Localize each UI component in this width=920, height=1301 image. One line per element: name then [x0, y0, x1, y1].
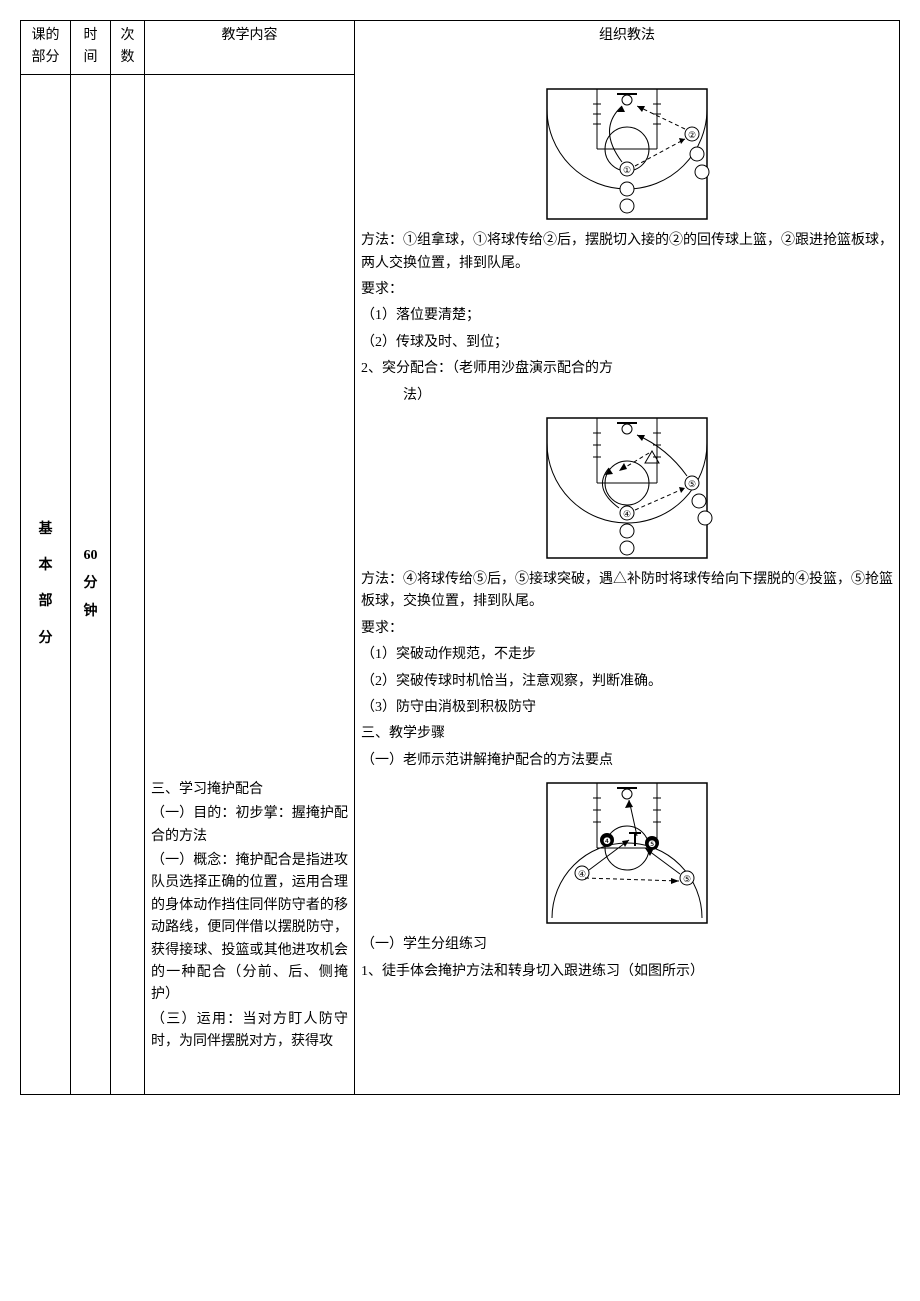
- time-value: 60: [77, 545, 104, 567]
- content-objective: （一）目的：初步掌：握掩护配合的方法: [151, 803, 348, 848]
- m1-req1: （1）落位要清楚；: [361, 305, 893, 327]
- teaching-content-cell: 三、学习掩护配合 （一）目的：初步掌：握掩护配合的方法 （一）概念：掩护配合是指…: [145, 74, 355, 1094]
- svg-text:④: ④: [623, 509, 631, 519]
- svg-text:①: ①: [623, 165, 631, 175]
- header-content: 教学内容: [145, 21, 355, 75]
- content-apply: （三）运用：当对方盯人防守时，为同伴摆脱对方，获得攻: [151, 1009, 348, 1054]
- m2-req3: （3）防守由消极到积极防守: [361, 697, 893, 719]
- m3-step1: （一）老师示范讲解掩护配合的方法要点: [361, 750, 893, 772]
- svg-text:❹: ❹: [603, 836, 611, 846]
- lesson-plan-table: 课的部分 时间 次数 教学内容 组织教法 基 本 部 分 60 分 钟 三、学习…: [20, 20, 900, 1095]
- part-char-3: 部: [27, 591, 64, 613]
- part-char-2: 本: [27, 555, 64, 577]
- teaching-method-cell: ① ② 方法：①组拿球，①将球传给②后，摆脱切入接的②的回传球上篮，②: [355, 74, 900, 1094]
- svg-text:⑤: ⑤: [688, 479, 696, 489]
- m1-req2: （2）传球及时、到位；: [361, 332, 893, 354]
- svg-text:④: ④: [578, 869, 586, 879]
- svg-text:②: ②: [688, 130, 696, 140]
- part-char-4: 分: [27, 628, 64, 650]
- apply-label: （三）运用：: [151, 1012, 243, 1027]
- m2-title-cont: 法）: [361, 385, 893, 407]
- m3-title: 三、教学步骤: [361, 723, 893, 745]
- table-header-row: 课的部分 时间 次数 教学内容 组织教法: [21, 21, 900, 75]
- m2-req1: （1）突破动作规范，不走步: [361, 644, 893, 666]
- diagram-1: ① ②: [361, 84, 893, 224]
- m2-method-text: 方法：④将球传给⑤后，⑤接球突破，遇△补防时将球传给向下摆脱的④投篮，⑤抢篮板球…: [361, 569, 893, 614]
- lesson-part-cell: 基 本 部 分: [21, 74, 71, 1094]
- time-unit-2: 钟: [77, 601, 104, 623]
- concept-text: 掩护配合是指进攻队员选择正确的位置，运用合理的身体动作挡住同伴防守者的移动路线，…: [151, 853, 348, 1002]
- diagram-3: ❹ ❺ ④ ⑤: [361, 778, 893, 928]
- lesson-count-cell: [111, 74, 145, 1094]
- svg-text:❺: ❺: [648, 839, 656, 849]
- header-time: 时间: [71, 21, 111, 75]
- part-char-1: 基: [27, 519, 64, 541]
- m1-req-label: 要求：: [361, 279, 893, 301]
- m3-practice: 1、徒手体会掩护方法和转身切入跟进练习（如图所示）: [361, 961, 893, 983]
- m2-req2: （2）突破传球时机恰当，注意观察，判断准确。: [361, 671, 893, 693]
- time-unit-1: 分: [77, 573, 104, 595]
- content-title: 三、学习掩护配合: [151, 779, 348, 801]
- content-concept: （一）概念：掩护配合是指进攻队员选择正确的位置，运用合理的身体动作挡住同伴防守者…: [151, 850, 348, 1007]
- table-body-row: 基 本 部 分 60 分 钟 三、学习掩护配合 （一）目的：初步掌：握掩护配合的…: [21, 74, 900, 1094]
- objective-label: （一）目的：: [151, 806, 235, 821]
- diagram-2: ④ ⑤: [361, 413, 893, 563]
- m1-method-text: 方法：①组拿球，①将球传给②后，摆脱切入接的②的回传球上篮，②跟进抢篮板球，两人…: [361, 230, 893, 275]
- m2-title: 2、突分配合：（老师用沙盘演示配合的方: [361, 358, 893, 380]
- header-method: 组织教法: [355, 21, 900, 75]
- concept-label: （一）概念：: [151, 853, 235, 868]
- header-part: 课的部分: [21, 21, 71, 75]
- m2-req-label: 要求：: [361, 618, 893, 640]
- m3-step2: （一）学生分组练习: [361, 934, 893, 956]
- svg-text:⑤: ⑤: [683, 874, 691, 884]
- lesson-time-cell: 60 分 钟: [71, 74, 111, 1094]
- header-count: 次数: [111, 21, 145, 75]
